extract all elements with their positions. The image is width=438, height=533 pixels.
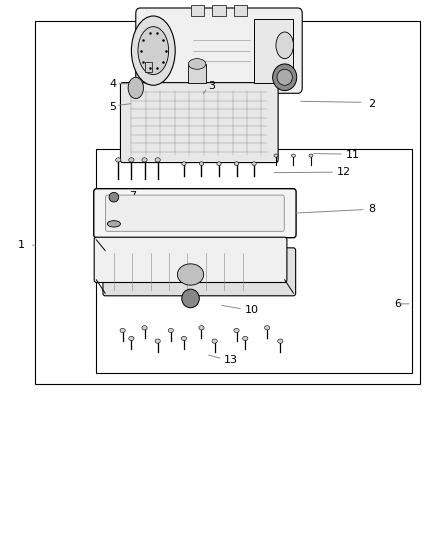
Bar	[188, 64, 206, 83]
Ellipse shape	[120, 328, 125, 333]
FancyBboxPatch shape	[103, 248, 296, 296]
Text: 4: 4	[110, 79, 117, 88]
Ellipse shape	[274, 154, 278, 157]
Bar	[35, 21, 420, 384]
Ellipse shape	[188, 59, 206, 69]
Bar	[234, 5, 247, 16]
Ellipse shape	[265, 326, 270, 330]
Bar	[96, 149, 412, 373]
Ellipse shape	[142, 326, 147, 330]
Ellipse shape	[234, 328, 239, 333]
Ellipse shape	[129, 336, 134, 341]
Text: 1: 1	[18, 240, 25, 250]
Ellipse shape	[129, 158, 134, 162]
Ellipse shape	[277, 69, 293, 85]
Ellipse shape	[199, 162, 204, 165]
Ellipse shape	[199, 326, 204, 330]
Bar	[254, 19, 293, 83]
Ellipse shape	[177, 264, 204, 285]
Text: 8: 8	[368, 204, 375, 214]
Ellipse shape	[292, 154, 296, 157]
Text: 5: 5	[110, 102, 117, 111]
Text: 10: 10	[245, 305, 259, 315]
Ellipse shape	[107, 221, 120, 227]
Ellipse shape	[272, 64, 297, 91]
Ellipse shape	[109, 192, 119, 202]
Ellipse shape	[234, 162, 239, 165]
Ellipse shape	[309, 154, 313, 157]
Text: 2: 2	[368, 99, 375, 109]
Text: 11: 11	[346, 150, 360, 159]
Text: 3: 3	[208, 82, 215, 91]
FancyBboxPatch shape	[136, 8, 302, 93]
Text: 13: 13	[223, 355, 237, 365]
Ellipse shape	[155, 158, 160, 162]
Ellipse shape	[116, 158, 121, 162]
Text: 7: 7	[129, 191, 136, 201]
FancyBboxPatch shape	[94, 189, 296, 238]
Ellipse shape	[182, 162, 186, 165]
Ellipse shape	[252, 162, 256, 165]
Ellipse shape	[168, 328, 173, 333]
FancyBboxPatch shape	[94, 237, 287, 282]
Text: 12: 12	[337, 167, 351, 176]
Ellipse shape	[181, 336, 187, 341]
Bar	[145, 62, 152, 72]
Ellipse shape	[155, 339, 160, 343]
Ellipse shape	[138, 27, 169, 75]
Ellipse shape	[131, 16, 175, 85]
Ellipse shape	[142, 158, 147, 162]
Ellipse shape	[278, 339, 283, 343]
Ellipse shape	[276, 32, 293, 59]
Ellipse shape	[212, 339, 217, 343]
FancyBboxPatch shape	[120, 83, 278, 163]
Text: 6: 6	[394, 299, 401, 309]
Ellipse shape	[243, 336, 248, 341]
Text: 9: 9	[123, 249, 130, 259]
Ellipse shape	[182, 289, 199, 308]
Ellipse shape	[128, 77, 143, 99]
Bar	[212, 5, 226, 16]
Ellipse shape	[217, 162, 221, 165]
Bar	[191, 5, 204, 16]
FancyBboxPatch shape	[106, 195, 284, 231]
